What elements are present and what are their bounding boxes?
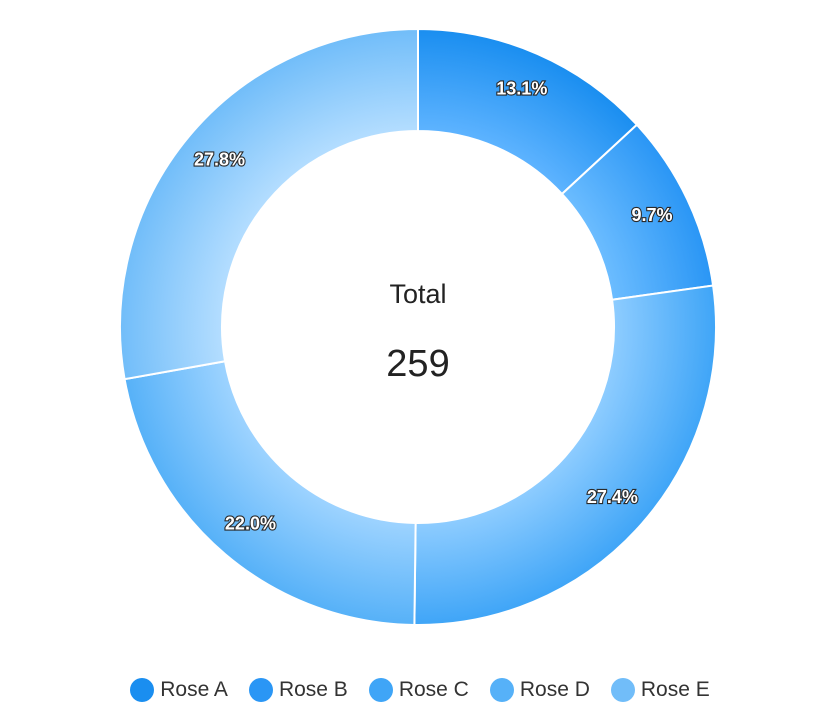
chart-legend: Rose A Rose B Rose C Rose D Rose E: [0, 673, 840, 707]
donut-slices: [119, 27, 717, 626]
legend-label: Rose B: [278, 678, 348, 701]
legend-item-rose-d[interactable]: Rose D: [489, 678, 590, 702]
slice-labels: 13.1% 9.7% 27.4% 22.0% 27.8%: [193, 77, 674, 534]
legend-label: Rose E: [640, 678, 710, 701]
legend-label: Rose A: [160, 678, 228, 701]
legend-swatch-icon: [368, 678, 393, 702]
donut-slice-rose-e[interactable]: [119, 27, 419, 381]
center-title: Total: [389, 279, 446, 309]
legend-swatch-icon: [130, 678, 155, 702]
center-total-value: 259: [386, 343, 449, 385]
legend-item-rose-e[interactable]: Rose E: [610, 678, 710, 702]
legend-swatch-icon: [610, 678, 635, 702]
slice-label: 13.1%: [496, 78, 547, 98]
legend-item-rose-c[interactable]: Rose C: [368, 678, 469, 702]
slice-label: 22.0%: [225, 513, 276, 533]
legend-swatch-icon: [489, 678, 514, 702]
legend-label: Rose C: [398, 678, 469, 701]
slice-label: 27.4%: [587, 487, 638, 507]
legend-item-rose-b[interactable]: Rose B: [248, 678, 348, 702]
donut-slice-rose-c[interactable]: [413, 284, 717, 626]
slice-label: 27.8%: [194, 149, 245, 169]
donut-slice-rose-d[interactable]: [123, 360, 417, 626]
donut-chart-svg: 13.1% 9.7% 27.4% 22.0% 27.8% Total 259: [119, 27, 717, 626]
legend-swatch-icon: [248, 678, 273, 702]
legend-item-rose-a[interactable]: Rose A: [130, 678, 228, 702]
slice-label: 9.7%: [632, 205, 673, 225]
legend-label: Rose D: [519, 678, 590, 701]
